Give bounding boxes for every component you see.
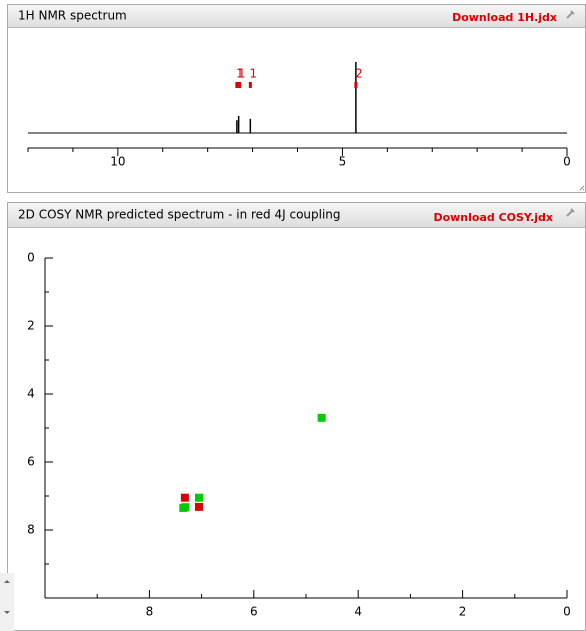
download-link[interactable]: Download 1H.jdx	[452, 11, 557, 24]
peak-label: 1	[238, 67, 246, 81]
x-tick-label: 5	[339, 155, 347, 169]
peak-label: 2	[355, 67, 363, 81]
y-tick-label: 4	[27, 387, 35, 401]
panel-header	[8, 5, 585, 27]
y-tick-label: 2	[27, 319, 35, 333]
panel-header	[8, 203, 585, 227]
y-tick-label: 8	[27, 523, 35, 537]
peak-marker	[354, 82, 358, 88]
panel-title: 1H NMR spectrum	[18, 9, 127, 23]
x-tick-label: 10	[110, 155, 125, 169]
panel	[7, 4, 586, 193]
scroll-up[interactable]	[4, 580, 10, 583]
peak-label: 1	[250, 67, 258, 81]
panel-title: 2D COSY NMR predicted spectrum - in red …	[18, 208, 341, 222]
settings-icon[interactable]	[566, 10, 575, 19]
cross-peak	[194, 502, 203, 511]
scroll-down[interactable]	[4, 611, 10, 614]
peak-marker	[235, 82, 239, 88]
x-tick-label: 0	[563, 605, 571, 619]
x-tick-label: 4	[354, 605, 362, 619]
cross-peak	[180, 493, 189, 502]
cross-peak	[181, 503, 190, 512]
download-link[interactable]: Download COSY.jdx	[433, 211, 553, 224]
panel	[7, 202, 586, 631]
peak-marker	[238, 82, 242, 88]
x-tick-label: 8	[146, 605, 154, 619]
peak-marker	[248, 82, 252, 88]
settings-icon[interactable]	[566, 208, 575, 217]
y-tick-label: 0	[27, 251, 35, 265]
resize-handle[interactable]	[579, 185, 585, 191]
scrollbar[interactable]	[0, 573, 14, 631]
x-tick-label: 6	[250, 605, 258, 619]
y-tick-label: 6	[27, 455, 35, 469]
cross-peak	[194, 493, 203, 502]
peak-label: 1	[236, 67, 244, 81]
x-tick-label: 0	[563, 155, 571, 169]
cross-peak	[317, 413, 326, 422]
x-tick-label: 2	[459, 605, 467, 619]
